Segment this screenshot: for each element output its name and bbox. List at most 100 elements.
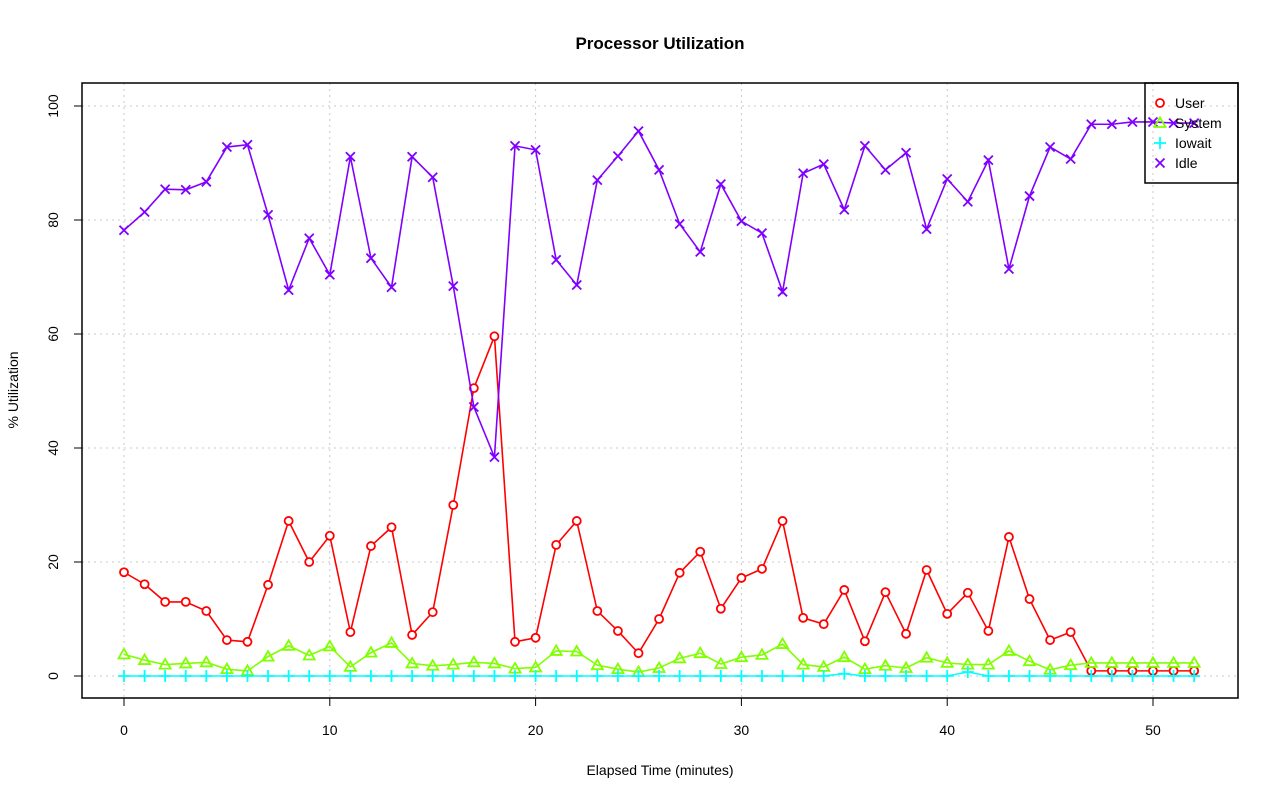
data-point-iowait [632, 670, 645, 682]
data-point-idle [139, 206, 150, 218]
data-point-system [363, 645, 379, 658]
series-line-system [123, 641, 1195, 673]
data-point-idle [530, 144, 541, 156]
data-point-system [1001, 643, 1017, 656]
data-point-user [901, 628, 911, 639]
series-iowait [118, 666, 1201, 682]
data-point-idle [1065, 153, 1076, 165]
legend-marker-system [1152, 115, 1168, 128]
data-point-user [715, 603, 726, 614]
data-point-system [1104, 655, 1119, 668]
data-point-idle [448, 280, 459, 292]
data-point-user [139, 579, 150, 590]
data-point-iowait [138, 670, 151, 682]
data-point-user [345, 627, 356, 638]
data-point-idle [1106, 119, 1117, 130]
data-point-iowait [488, 670, 501, 682]
data-point-system [281, 638, 296, 651]
x-tick-label: 20 [528, 722, 544, 738]
data-point-iowait [426, 670, 439, 682]
data-point-iowait [179, 670, 192, 682]
data-point-iowait [467, 670, 480, 682]
data-point-system [199, 655, 214, 668]
data-point-iowait [1167, 670, 1180, 682]
data-point-idle [715, 178, 726, 190]
data-point-idle [406, 151, 418, 162]
data-point-user [386, 522, 397, 533]
legend: User System Iowait Idle [1144, 82, 1239, 184]
data-point-user [921, 565, 932, 575]
data-point-idle [283, 284, 294, 296]
data-point-system [940, 655, 955, 668]
data-point-idle [571, 279, 582, 291]
data-point-idle [1127, 116, 1138, 128]
data-point-user [530, 632, 541, 643]
data-point-iowait [941, 670, 954, 682]
series-user [119, 331, 1200, 676]
data-point-iowait [982, 670, 995, 682]
data-point-user [489, 331, 500, 342]
data-point-iowait [714, 670, 727, 682]
x-tick-label: 30 [734, 722, 750, 738]
data-point-iowait [509, 670, 522, 682]
data-point-iowait [529, 670, 542, 682]
data-point-user [571, 516, 582, 526]
data-point-system [302, 648, 317, 661]
data-point-user [654, 614, 664, 624]
data-point-system [1063, 657, 1078, 671]
data-point-user [777, 516, 788, 526]
data-point-system [178, 656, 193, 669]
data-point-iowait [220, 670, 233, 682]
data-point-iowait [1023, 670, 1036, 682]
data-point-idle [1189, 117, 1200, 129]
data-point-iowait [241, 670, 254, 682]
data-point-iowait [591, 670, 604, 682]
data-point-system [878, 658, 893, 671]
data-point-iowait [1147, 670, 1159, 682]
data-point-iowait [364, 670, 377, 682]
data-point-idle [201, 176, 212, 187]
data-point-iowait [550, 670, 563, 682]
data-point-iowait [1105, 670, 1118, 682]
data-point-idle [468, 401, 479, 413]
x-tick-label: 40 [939, 722, 955, 738]
data-point-system [590, 657, 605, 671]
data-point-system [569, 644, 584, 657]
data-point-iowait [385, 670, 398, 682]
legend-marker-user [1155, 98, 1165, 108]
data-point-user [160, 597, 171, 607]
data-point-system [1145, 655, 1161, 668]
data-point-user [592, 606, 603, 616]
data-point-iowait [776, 670, 789, 682]
data-point-user [1065, 627, 1076, 638]
data-point-user [551, 540, 562, 550]
y-tick-label: 0 [45, 672, 61, 680]
data-point-idle [160, 184, 171, 195]
data-point-idle [242, 139, 253, 150]
data-point-iowait [1188, 670, 1201, 682]
data-point-idle [900, 147, 912, 158]
data-point-idle [365, 253, 377, 264]
legend-marker-iowait [1154, 137, 1166, 149]
data-point-user [263, 579, 273, 590]
data-point-idle [509, 140, 521, 152]
data-point-user [859, 636, 870, 647]
data-point-iowait [282, 670, 295, 682]
data-point-iowait [303, 670, 316, 682]
data-point-user [880, 587, 891, 598]
axes: 0 10 20 30 40 50 0 20 40 60 80 100 [45, 94, 1161, 738]
data-point-iowait [653, 670, 666, 682]
data-point-system [693, 645, 708, 659]
data-point-system [981, 657, 996, 670]
data-point-iowait [406, 670, 419, 682]
data-point-idle [118, 225, 130, 236]
data-point-idle [653, 164, 665, 175]
data-point-user [818, 619, 829, 630]
data-point-system [713, 656, 728, 669]
data-point-iowait [694, 670, 707, 682]
legend-label-iowait: Iowait [1175, 135, 1212, 151]
data-point-user [221, 635, 232, 645]
series-idle [118, 116, 1200, 463]
legend-label-idle: Idle [1175, 155, 1198, 171]
